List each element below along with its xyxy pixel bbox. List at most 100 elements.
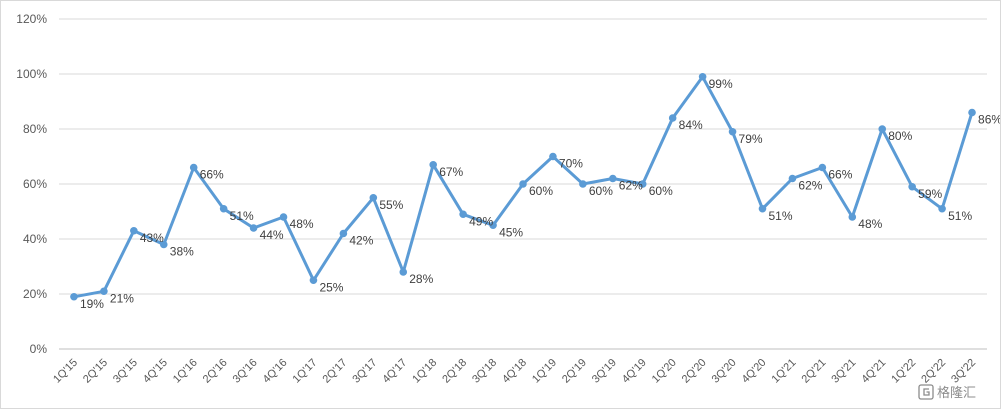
data-label: 62% (798, 179, 822, 193)
data-label: 59% (918, 187, 942, 201)
x-tick-label: 2Q'18 (440, 357, 469, 386)
data-label: 42% (349, 234, 373, 248)
data-label: 19% (80, 297, 104, 311)
data-label: 66% (828, 168, 852, 182)
data-point (638, 180, 647, 188)
data-point (728, 127, 737, 136)
gelonghui-logo-icon (918, 384, 934, 400)
data-label: 70% (559, 157, 583, 171)
x-tick-label: 3Q'19 (590, 357, 619, 386)
y-tick-label: 120% (16, 12, 47, 26)
data-point (100, 287, 108, 296)
data-point (159, 240, 168, 249)
data-label: 51% (948, 209, 972, 223)
watermark-text: 格隆汇 (937, 385, 976, 400)
data-point (609, 174, 617, 183)
data-point (309, 276, 318, 285)
data-label: 80% (888, 129, 912, 143)
data-point (938, 204, 946, 213)
data-label: 84% (679, 118, 703, 132)
x-tick-label: 4Q'17 (380, 357, 409, 386)
data-labels: 19% 21% 43% 38% 66% 51% 44% 48% 25% 42% 55% 28% 67% 4… (80, 77, 1000, 311)
data-label: 45% (499, 225, 523, 239)
data-label: 62% (619, 179, 643, 193)
data-point (668, 114, 677, 122)
data-point (878, 125, 887, 133)
x-tick-label: 1Q'21 (770, 357, 799, 386)
data-point (219, 204, 228, 213)
data-label: 55% (379, 198, 403, 212)
data-point (189, 163, 198, 172)
data-point (908, 182, 916, 191)
data-label: 67% (439, 165, 463, 179)
x-tick-label: 1Q'15 (51, 357, 80, 386)
y-tick-label: 40% (23, 232, 47, 246)
data-label: 48% (290, 217, 314, 231)
data-label: 60% (649, 184, 673, 198)
data-label: 43% (140, 231, 164, 245)
data-label: 66% (200, 168, 224, 182)
x-tick-label: 2Q'17 (321, 357, 350, 386)
data-label: 86% (978, 113, 1000, 127)
x-tick-label: 1Q'16 (171, 357, 200, 386)
data-point (130, 226, 138, 235)
data-point (579, 180, 587, 188)
x-tick-label: 3Q'17 (350, 357, 379, 386)
data-label: 49% (469, 214, 493, 228)
x-tick-label: 2Q'22 (919, 357, 948, 386)
data-point (968, 108, 976, 117)
x-tick-label: 2Q'19 (560, 357, 589, 386)
data-label: 28% (409, 272, 433, 286)
x-tick-label: 4Q'18 (500, 357, 529, 386)
y-tick-label: 60% (23, 177, 47, 191)
data-label: 60% (589, 184, 613, 198)
x-tick-label: 1Q'17 (291, 357, 320, 386)
x-tick-label: 1Q'19 (530, 357, 559, 386)
data-label: 21% (110, 291, 134, 305)
data-point (369, 193, 378, 202)
data-point (279, 213, 288, 221)
y-tick-label: 20% (23, 287, 47, 301)
watermark: 格隆汇 (918, 384, 976, 400)
x-tick-label: 2Q'21 (799, 357, 828, 386)
data-label: 44% (260, 228, 284, 242)
data-point (429, 160, 437, 169)
x-tick-label: 4Q'16 (261, 357, 290, 386)
data-point (249, 224, 258, 232)
data-point (818, 163, 827, 172)
data-label: 38% (170, 245, 194, 259)
y-tick-label: 80% (23, 122, 47, 136)
y-tick-label: 100% (16, 67, 47, 81)
data-label: 25% (319, 280, 343, 294)
data-points (70, 72, 976, 301)
data-label: 99% (709, 77, 733, 91)
data-point (848, 213, 857, 221)
x-tick-label: 3Q'16 (231, 357, 260, 386)
x-tick-label: 1Q'22 (889, 357, 918, 386)
x-tick-label: 3Q'21 (829, 357, 858, 386)
data-point (758, 204, 767, 213)
y-tick-label: 0% (30, 342, 48, 356)
x-tick-label: 4Q'21 (859, 357, 888, 386)
x-tick-label: 3Q'22 (949, 357, 978, 386)
x-tick-label: 4Q'19 (620, 357, 649, 386)
data-point (489, 221, 497, 230)
x-tick-label: 3Q'20 (710, 357, 739, 386)
data-point (399, 268, 408, 276)
data-point (788, 174, 797, 183)
x-tick-label: 2Q'16 (201, 357, 230, 386)
data-label: 60% (529, 184, 553, 198)
x-tick-label: 4Q'20 (740, 357, 769, 386)
x-tick-label: 1Q'20 (650, 357, 679, 386)
data-label: 51% (230, 209, 254, 223)
y-axis-ticks: 0% 20% 40% 60% 80% 100% 120% (16, 12, 47, 356)
data-label: 79% (739, 132, 763, 146)
x-tick-label: 1Q'18 (410, 357, 439, 386)
data-point (339, 229, 348, 238)
x-tick-label: 3Q'18 (470, 357, 499, 386)
data-point (459, 210, 467, 219)
gridlines (59, 18, 987, 350)
data-point (698, 72, 707, 81)
